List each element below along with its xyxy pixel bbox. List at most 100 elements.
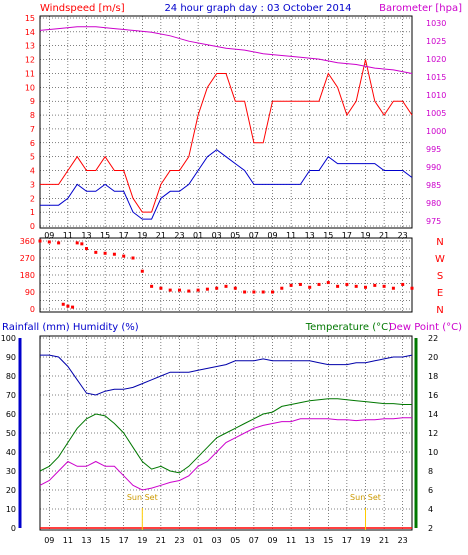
dewpoint-series-line [39,417,412,491]
humidity-tick-label: 60 [6,410,16,419]
x-tick-label-bottom: 19 [137,536,147,545]
humidity-tick-label: 30 [6,467,16,476]
windspeed-tick-label: 3 [30,180,35,189]
barometer-tick-label: 1005 [426,109,446,118]
humidity-tick-label: 80 [6,372,16,381]
compass-label: N [436,305,443,316]
compass-label: S [437,271,443,282]
windspeed-tick-label: 6 [30,139,35,148]
direction-tick-label: 180 [20,271,35,280]
x-tick-label-top: 13 [305,231,315,240]
windspeed-tick-label: 7 [30,125,35,134]
x-tick-label-top: 19 [360,231,370,240]
wind-avg-series-line [40,149,413,220]
wind-direction-point [178,288,181,292]
windspeed-tick-label: 15 [25,14,35,23]
wind-direction-point [131,256,135,260]
wind-direction-point [38,239,42,243]
x-tick-label-top: 19 [137,231,147,240]
x-tick-label-top: 15 [100,231,110,240]
wind-direction-point [103,251,107,255]
temperature-tick-label: 22 [428,334,438,343]
wind-direction-point [187,289,191,293]
wind-direction-point [85,247,88,251]
x-tick-label-top: 21 [379,231,389,240]
barometer-tick-label: 990 [426,163,441,172]
humidity-tick-label: 50 [6,429,16,438]
wind-direction-point [122,254,126,258]
barometer-tick-label: 1025 [426,37,446,46]
windspeed-tick-label: 1 [30,208,35,217]
windspeed-tick-label: 13 [25,42,35,51]
x-tick-label-bottom: 21 [156,536,166,545]
x-tick-label-top: 13 [81,231,91,240]
barometer-tick-label: 980 [426,199,441,208]
barometer-tick-label: 1020 [426,55,446,64]
wind-direction-point [66,304,70,308]
x-tick-label-bottom: 07 [249,536,259,545]
wind-direction-point [224,284,228,288]
rain-humidity-axis-title: Rainfall (mm) Humidity (%) [2,322,139,333]
windspeed-tick-label: 11 [25,69,35,78]
direction-tick-label: 360 [20,237,35,246]
windspeed-tick-label: 9 [30,97,35,106]
x-tick-label-top: 09 [44,231,54,240]
chart-marks: 0909111113131515171719192121232301010303… [1,14,447,545]
x-tick-label-bottom: 17 [119,536,129,545]
wind-direction-point [150,284,154,288]
x-tick-label-top: 03 [212,231,222,240]
wind-direction-point [326,281,330,285]
x-tick-label-top: 23 [174,231,184,240]
sunset-label: Sun Set [350,493,381,502]
chart-title: 24 hour graph day : 03 October 2014 [164,3,351,14]
barometer-tick-label: 985 [426,181,441,190]
wind-direction-point [261,290,265,294]
humidity-series-line [40,354,413,396]
temperature-tick-label: 8 [428,467,433,476]
x-tick-label-top: 01 [193,231,203,240]
temperature-axis-title: Temperature (°C) [305,322,392,333]
wind-direction-point [140,269,144,273]
x-tick-label-top: 11 [63,231,73,240]
x-tick-label-top: 09 [267,231,277,240]
wind-direction-point [168,288,172,292]
wind-direction-point [410,286,414,290]
wind-gust-series-line [40,59,413,213]
x-tick-label-top: 15 [323,231,333,240]
windspeed-axis-title: Windspeed [m/s] [40,3,125,14]
wind-direction-point [298,282,302,286]
compass-label: W [435,254,445,265]
compass-label: E [437,288,443,299]
humidity-tick-label: 40 [6,448,16,457]
barometer-series-line [39,26,413,74]
wind-direction-point [47,240,51,244]
temperature-tick-label: 14 [428,410,438,419]
wind-direction-point [243,290,247,294]
barometer-tick-label: 975 [426,217,441,226]
wind-direction-point [317,282,321,286]
compass-label: N [436,237,443,248]
windspeed-tick-label: 12 [25,56,35,65]
temperature-tick-label: 4 [428,505,433,514]
windspeed-tick-label: 5 [30,153,35,162]
wind-direction-point [271,290,274,294]
windspeed-tick-label: 0 [30,222,35,231]
x-tick-label-bottom: 13 [81,536,91,545]
barometer-tick-label: 1030 [426,19,446,28]
x-tick-label-bottom: 17 [342,536,352,545]
x-tick-label-top: 17 [342,231,352,240]
wind-direction-point [401,282,405,286]
direction-tick-label: 270 [20,254,35,263]
humidity-tick-label: 0 [11,524,16,533]
x-tick-label-bottom: 11 [63,536,73,545]
wind-direction-point [280,286,284,290]
wind-direction-point [382,284,386,288]
wind-direction-point [252,290,256,294]
windspeed-tick-label: 4 [30,167,35,176]
windspeed-tick-label: 8 [30,111,35,120]
wind-direction-point [112,252,116,256]
barometer-tick-label: 1000 [426,127,446,136]
x-tick-label-bottom: 15 [323,536,333,545]
